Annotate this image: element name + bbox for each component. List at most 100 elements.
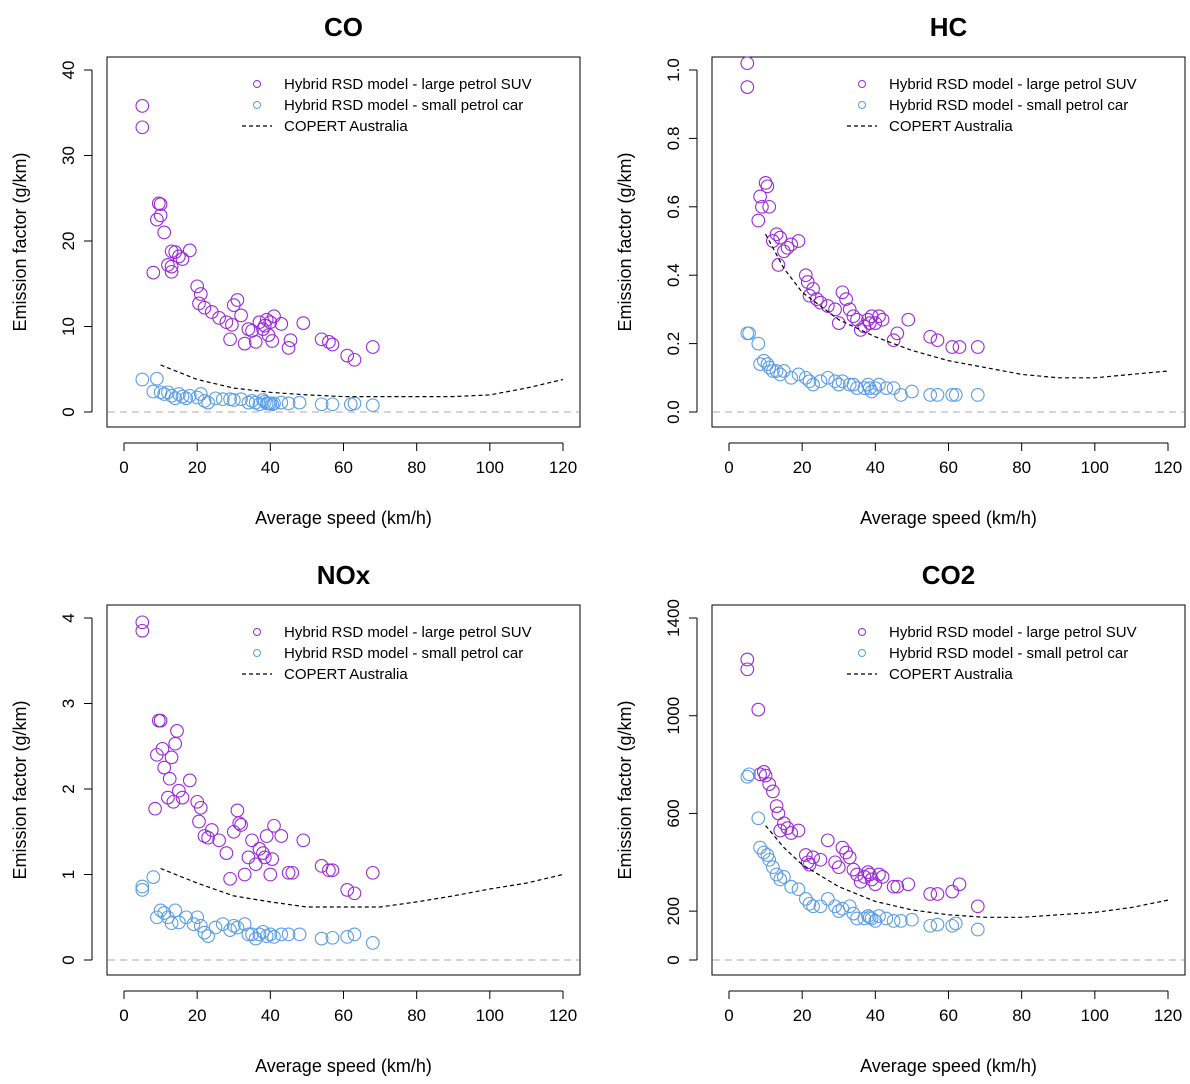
data-point — [923, 329, 938, 344]
data-point — [259, 829, 274, 843]
data-point — [193, 800, 208, 815]
data-point — [365, 936, 380, 950]
legend-label: Hybrid RSD model - large petrol SUV — [889, 76, 1137, 93]
data-point — [755, 199, 769, 214]
data-point — [296, 833, 311, 848]
data-point — [828, 899, 842, 914]
data-point — [166, 794, 181, 809]
data-point — [835, 285, 850, 300]
data-point — [842, 850, 857, 865]
series-small-petrol-car — [740, 326, 985, 402]
data-point — [806, 377, 820, 392]
legend-point-marker — [253, 80, 261, 88]
y-axis-label: Emission factor (g/km) — [615, 152, 635, 331]
data-point — [806, 282, 820, 296]
x-tick-label: 80 — [407, 458, 426, 477]
series-large-petrol-suv — [135, 99, 380, 367]
data-point — [820, 833, 835, 848]
data-point — [784, 879, 799, 894]
data-point — [923, 918, 938, 933]
data-point — [773, 872, 788, 887]
data-point — [777, 870, 791, 884]
data-point — [225, 317, 239, 332]
y-tick-label: 10 — [59, 317, 78, 336]
data-point — [850, 312, 864, 327]
data-point — [760, 357, 775, 371]
y-tick-label: 1400 — [664, 599, 683, 637]
data-point — [875, 870, 890, 884]
data-point — [868, 877, 883, 892]
data-point — [970, 922, 985, 937]
chart-title: NOx — [317, 560, 371, 590]
data-point — [868, 316, 883, 330]
data-point — [168, 736, 183, 751]
data-point — [340, 930, 355, 944]
plot-frame — [711, 56, 1186, 428]
legend-label: COPERT Australia — [284, 118, 408, 135]
legend-point-marker — [858, 101, 866, 109]
x-tick-label: 80 — [1012, 458, 1031, 477]
data-point — [135, 120, 150, 135]
x-tick-label: 100 — [1081, 1006, 1109, 1025]
data-point — [265, 334, 280, 348]
data-point — [164, 750, 179, 765]
data-point — [868, 381, 883, 395]
data-point — [135, 883, 150, 897]
data-point — [820, 299, 835, 313]
data-point — [223, 332, 237, 347]
data-point — [773, 823, 788, 838]
data-point — [753, 767, 767, 782]
legend-point-marker — [253, 101, 261, 109]
data-point — [890, 326, 905, 341]
data-point — [230, 293, 245, 307]
data-point — [314, 931, 329, 946]
data-point — [314, 397, 329, 412]
data-point — [945, 340, 960, 354]
data-point — [930, 388, 945, 402]
data-point — [886, 879, 901, 894]
data-point — [150, 371, 164, 386]
data-point — [751, 336, 766, 351]
data-point — [340, 348, 355, 363]
x-tick-label: 120 — [549, 1006, 577, 1025]
data-point — [905, 912, 919, 927]
x-tick-label: 60 — [939, 1006, 958, 1025]
data-point — [802, 896, 817, 911]
data-point — [190, 390, 205, 405]
data-point — [831, 377, 846, 392]
x-tick-label: 0 — [724, 1006, 733, 1025]
data-point — [872, 377, 886, 392]
data-point — [201, 395, 215, 410]
data-point — [248, 857, 263, 872]
data-point — [215, 392, 230, 407]
data-point — [157, 225, 172, 240]
y-tick-label: 200 — [664, 897, 683, 925]
data-point — [800, 855, 815, 870]
data-point — [265, 852, 280, 866]
data-point — [281, 927, 296, 942]
data-point — [267, 309, 281, 324]
x-tick-label: 60 — [334, 1006, 353, 1025]
data-point — [839, 845, 853, 860]
data-point — [853, 874, 868, 889]
data-point — [773, 230, 788, 245]
data-point — [771, 806, 786, 821]
data-point — [164, 916, 179, 931]
data-point — [230, 920, 245, 935]
legend-label: Hybrid RSD model - large petrol SUV — [889, 624, 1137, 641]
y-tick-label: 0 — [664, 955, 683, 964]
data-point — [766, 364, 780, 378]
data-point — [777, 816, 791, 831]
data-point — [923, 388, 938, 402]
data-point — [192, 814, 206, 829]
y-axis-label: Emission factor (g/km) — [615, 700, 635, 879]
legend: Hybrid RSD model - large petrol SUV Hybri… — [242, 76, 532, 135]
data-point — [753, 840, 767, 855]
legend-label: Hybrid RSD model - large petrol SUV — [284, 76, 532, 93]
copert-line — [160, 364, 564, 398]
data-point — [740, 652, 755, 667]
data-point — [760, 179, 775, 194]
data-point — [791, 234, 806, 248]
data-point — [930, 887, 945, 901]
plot-frame — [106, 604, 581, 976]
